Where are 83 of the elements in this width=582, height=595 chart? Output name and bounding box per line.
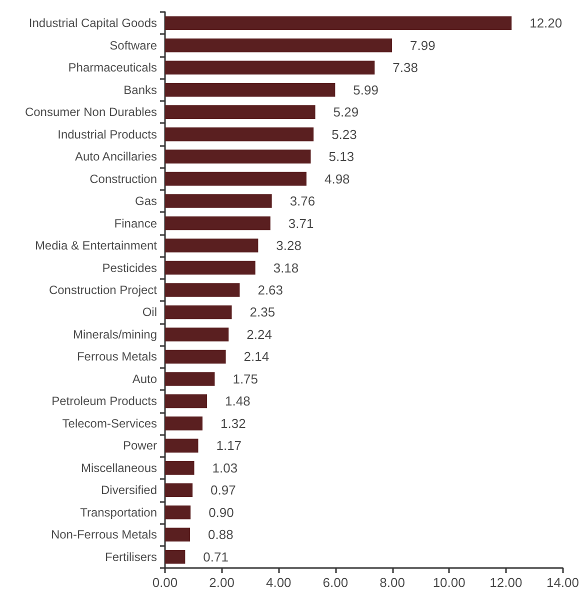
data-label: 2.35 <box>250 304 276 320</box>
y-tick-label: Miscellaneous <box>80 460 157 475</box>
bar <box>165 260 256 275</box>
bar <box>165 328 229 342</box>
bar <box>165 461 194 475</box>
data-label: 5.23 <box>332 126 357 142</box>
x-tick-label: 2.00 <box>209 575 234 590</box>
y-tick-label: Auto <box>132 372 158 386</box>
y-tick-label: Petroleum Products <box>52 394 157 408</box>
data-label: 12.20 <box>530 16 562 31</box>
y-tick-label: Media & Entertainment <box>34 238 158 253</box>
y-tick-label: Banks <box>124 82 157 97</box>
y-tick-label: Diversified <box>100 483 157 498</box>
x-tick-label: 8.00 <box>380 575 405 590</box>
bar <box>165 150 311 164</box>
y-tick-label: Industrial Products <box>58 127 157 142</box>
data-label: 2.14 <box>244 349 270 364</box>
data-label: 4.98 <box>324 171 350 186</box>
y-tick-label: Pesticides <box>102 260 157 275</box>
data-label: 3.18 <box>273 260 299 276</box>
x-tick-label: 4.00 <box>266 575 292 590</box>
bar <box>165 528 190 542</box>
y-tick-label: Pharmaceuticals <box>68 60 157 75</box>
y-tick-label: Oil <box>142 305 157 320</box>
x-tick-label: 12.00 <box>490 575 522 590</box>
y-tick-label: Construction Project <box>48 283 158 297</box>
y-tick-label: Minerals/mining <box>72 327 157 342</box>
data-label: 1.48 <box>225 394 250 409</box>
y-tick-label: Power <box>122 438 157 453</box>
y-tick-label: Industrial Capital Goods <box>28 16 157 30</box>
bar <box>165 60 375 74</box>
data-label: 7.99 <box>410 38 436 53</box>
data-label: 0.71 <box>203 549 228 564</box>
bar <box>165 194 272 208</box>
data-label: 1.75 <box>232 371 258 386</box>
data-label: 5.13 <box>328 149 354 164</box>
bar <box>165 238 258 252</box>
y-tick-label: Gas <box>134 194 157 208</box>
y-tick-label: Transportation <box>80 505 157 520</box>
x-tick-label: 6.00 <box>322 575 348 590</box>
data-label: 2.63 <box>258 282 284 298</box>
x-tick-label: 0.00 <box>152 575 178 590</box>
data-label: 3.71 <box>288 216 314 231</box>
bar <box>165 283 240 297</box>
y-tick-label: Telecom-Services <box>62 416 157 430</box>
data-label: 5.29 <box>333 104 359 120</box>
bar <box>165 16 512 30</box>
data-label: 1.32 <box>220 416 246 431</box>
data-label: 1.17 <box>216 438 242 454</box>
y-tick-label: Non-Ferrous Metals <box>50 528 157 542</box>
y-tick-label: Finance <box>114 216 158 230</box>
data-label: 0.97 <box>210 482 236 498</box>
y-tick-label: Fertilisers <box>104 550 157 564</box>
bar <box>165 550 186 564</box>
y-tick-label: Consumer Non Durables <box>24 105 157 120</box>
data-label: 7.38 <box>392 60 418 76</box>
data-label: 0.90 <box>208 504 234 520</box>
bar <box>165 216 270 230</box>
y-tick-label: Auto Ancillaries <box>74 150 157 164</box>
data-label: 3.28 <box>276 238 302 254</box>
bar <box>165 82 336 97</box>
bar <box>165 394 208 408</box>
y-tick-label: Ferrous Metals <box>76 350 157 364</box>
bar <box>165 305 232 320</box>
x-tick-label: 14.00 <box>546 575 580 590</box>
data-label: 1.03 <box>212 460 238 476</box>
data-label: 3.76 <box>290 194 316 209</box>
bar <box>165 416 202 430</box>
bar <box>165 372 215 386</box>
bar <box>165 506 191 520</box>
y-tick-label: Construction <box>90 172 157 186</box>
y-tick-label: Software <box>110 38 158 52</box>
data-label: 2.24 <box>246 326 272 342</box>
bar <box>165 172 306 186</box>
bar <box>165 350 226 364</box>
bar <box>165 438 198 453</box>
data-label: 5.99 <box>353 82 378 98</box>
bar <box>165 105 316 119</box>
bar <box>165 127 314 142</box>
data-label: 0.88 <box>208 527 234 542</box>
bar <box>165 483 193 498</box>
bar <box>165 38 392 52</box>
x-tick-label: 10.00 <box>432 575 466 590</box>
